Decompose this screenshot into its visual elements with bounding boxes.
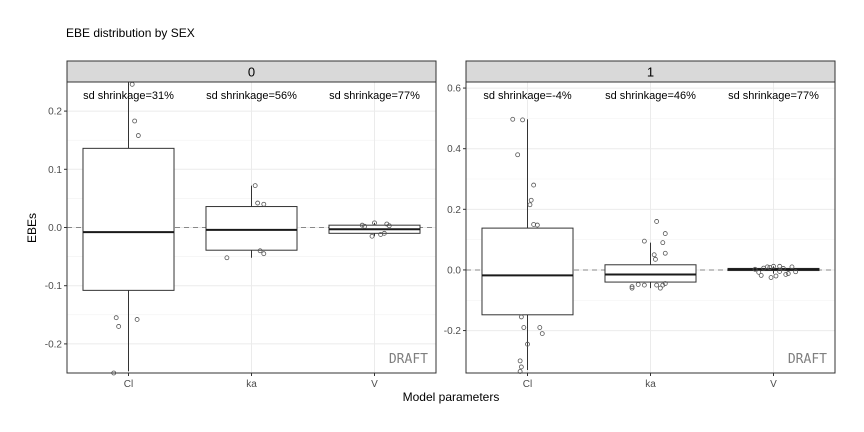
facet-strip-label: 0 <box>248 65 255 80</box>
data-point <box>771 263 776 269</box>
data-point <box>773 273 779 279</box>
data-point <box>660 240 666 246</box>
facet-strip <box>66 60 437 83</box>
data-point <box>635 282 641 287</box>
data-point <box>515 152 521 158</box>
data-point <box>537 325 543 330</box>
x-tick-label: V <box>770 379 777 390</box>
y-tick-label: 0.6 <box>447 84 461 95</box>
data-point <box>662 281 668 286</box>
draft-watermark: DRAFT <box>389 352 428 367</box>
data-point <box>386 223 392 229</box>
box <box>82 147 175 291</box>
facet-panels: 0 sd shrinkage=31% sd shrinkage=56% sd shri… <box>45 60 836 390</box>
data-point <box>257 248 263 254</box>
facet-panel: 1 sd shrinkage=-4% sd shrinkage=46% sd shri… <box>444 60 836 390</box>
chart-title: EBE distribution by SEX <box>66 26 195 40</box>
y-tick-label: -0.2 <box>45 339 63 350</box>
data-point <box>534 222 540 228</box>
x-tick-label: Cl <box>124 379 133 390</box>
data-point <box>780 266 786 271</box>
data-point <box>224 255 230 261</box>
data-point <box>654 282 660 288</box>
data-point <box>359 222 365 228</box>
data-point <box>134 317 140 322</box>
data-point <box>255 200 261 206</box>
data-point <box>662 250 668 256</box>
x-tick-label: ka <box>645 379 656 390</box>
data-point <box>525 341 530 347</box>
shrinkage-label: sd shrinkage=77% <box>728 90 819 102</box>
data-point <box>641 238 647 244</box>
data-point <box>518 364 524 370</box>
y-tick-label: -0.2 <box>444 326 462 337</box>
y-tick-label: -0.1 <box>45 281 63 292</box>
data-point <box>528 197 534 203</box>
data-point <box>654 219 660 224</box>
data-point <box>758 272 764 278</box>
y-tick-label: 0.0 <box>48 223 62 234</box>
data-point <box>653 256 658 262</box>
data-point <box>651 252 657 258</box>
box <box>604 264 697 283</box>
data-point <box>527 202 533 208</box>
data-point <box>789 264 795 270</box>
shrinkage-label: sd shrinkage=56% <box>206 90 297 102</box>
data-point <box>531 182 537 188</box>
data-point <box>510 116 516 122</box>
data-point <box>135 133 141 138</box>
data-point <box>752 266 758 272</box>
facet-panel: 0 sd shrinkage=31% sd shrinkage=56% sd shri… <box>45 60 437 390</box>
data-point <box>362 223 368 229</box>
data-point <box>761 265 767 271</box>
data-point <box>629 285 635 291</box>
data-point <box>116 324 122 329</box>
y-tick-label: 0.0 <box>447 265 461 276</box>
data-point <box>539 331 545 336</box>
draft-watermark: DRAFT <box>788 352 827 367</box>
y-tick-label: 0.4 <box>447 144 461 155</box>
data-point <box>261 201 267 207</box>
shrinkage-label: sd shrinkage=-4% <box>483 90 572 102</box>
data-point <box>777 263 783 269</box>
data-point <box>777 269 783 274</box>
y-axis-label: EBEs <box>25 213 39 243</box>
data-point <box>372 220 377 226</box>
data-point <box>641 282 647 288</box>
data-point <box>261 251 267 257</box>
data-point <box>657 285 663 291</box>
data-point <box>785 271 791 276</box>
data-point <box>518 314 524 320</box>
facet-strip-label: 1 <box>647 65 654 80</box>
y-tick-label: 0.2 <box>48 107 62 118</box>
shrinkage-label: sd shrinkage=31% <box>83 90 174 102</box>
shrinkage-label: sd shrinkage=46% <box>605 90 696 102</box>
data-point <box>783 272 789 277</box>
data-point <box>252 183 258 188</box>
data-point <box>521 325 527 330</box>
data-point <box>132 118 138 124</box>
data-point <box>517 358 523 364</box>
y-tick-label: 0.2 <box>447 205 461 216</box>
data-point <box>520 117 525 123</box>
box <box>205 206 298 251</box>
facet-strip <box>465 60 836 83</box>
data-point <box>768 275 774 280</box>
data-point <box>381 230 387 236</box>
y-tick-label: 0.1 <box>48 165 62 176</box>
data-point <box>660 282 666 288</box>
data-point <box>756 269 762 275</box>
x-axis-label: Model parameters <box>403 390 500 404</box>
x-tick-label: ka <box>246 379 257 390</box>
box <box>481 227 574 316</box>
data-point <box>662 231 668 236</box>
data-point <box>629 284 635 290</box>
x-tick-label: Cl <box>523 379 532 390</box>
data-point <box>369 233 375 239</box>
x-tick-label: V <box>371 379 378 390</box>
data-point <box>793 269 799 275</box>
shrinkage-label: sd shrinkage=77% <box>329 90 420 102</box>
data-point <box>113 315 119 321</box>
